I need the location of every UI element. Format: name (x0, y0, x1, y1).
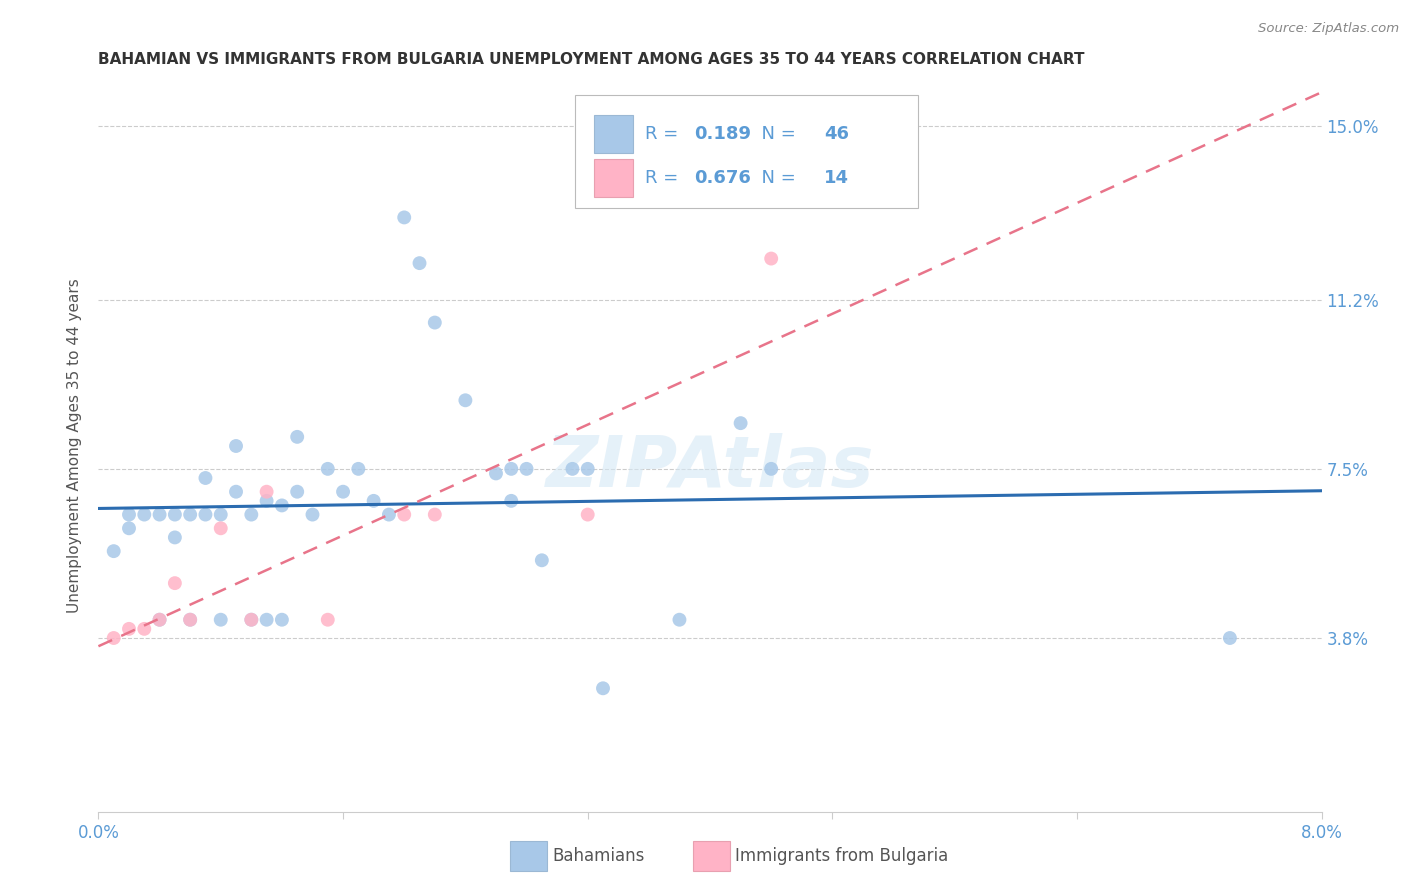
Point (592, 681, 614, 696)
Point (134, 622, 156, 636)
Text: R =: R = (645, 169, 685, 186)
Text: BAHAMIAN VS IMMIGRANTS FROM BULGARIA UNEMPLOYMENT AMONG AGES 35 TO 44 YEARS CORR: BAHAMIAN VS IMMIGRANTS FROM BULGARIA UNE… (98, 52, 1085, 67)
Point (225, 484, 247, 499)
Point (118, 508, 141, 522)
Point (103, 544, 125, 558)
Text: Source: ZipAtlas.com: Source: ZipAtlas.com (1258, 22, 1399, 36)
Point (179, 613, 201, 627)
Text: 0.676: 0.676 (695, 169, 751, 186)
Point (347, 462, 370, 476)
Point (516, 462, 538, 476)
Point (285, 484, 308, 499)
Point (103, 631, 125, 645)
Point (332, 484, 354, 499)
Point (194, 471, 217, 485)
Point (301, 508, 323, 522)
Text: Bahamians: Bahamians (553, 847, 645, 865)
Point (179, 508, 201, 522)
Point (240, 613, 263, 627)
Point (363, 494, 385, 508)
Point (285, 430, 308, 444)
Point (485, 467, 508, 481)
Point (668, 613, 690, 627)
Text: N =: N = (751, 169, 801, 186)
Point (576, 508, 599, 522)
Point (576, 462, 599, 476)
Point (316, 462, 339, 476)
FancyBboxPatch shape (593, 159, 633, 196)
Text: Immigrants from Bulgaria: Immigrants from Bulgaria (735, 847, 949, 865)
Point (149, 613, 172, 627)
Point (194, 508, 217, 522)
Point (1219, 631, 1241, 645)
Point (759, 252, 782, 266)
Point (423, 316, 446, 330)
FancyBboxPatch shape (593, 115, 633, 153)
Point (392, 211, 416, 225)
Text: 0.189: 0.189 (695, 125, 751, 143)
FancyBboxPatch shape (575, 95, 918, 209)
Point (209, 613, 232, 627)
Text: 14: 14 (824, 169, 849, 186)
Point (240, 508, 263, 522)
Point (256, 484, 278, 499)
Point (530, 553, 553, 567)
Point (163, 530, 186, 544)
Point (149, 613, 172, 627)
Point (240, 613, 263, 627)
Point (163, 576, 186, 591)
Text: N =: N = (751, 125, 801, 143)
Point (378, 508, 401, 522)
Point (256, 494, 278, 508)
Point (209, 521, 232, 535)
Point (730, 416, 752, 430)
Point (501, 494, 523, 508)
Point (423, 508, 446, 522)
Point (134, 508, 156, 522)
Point (163, 508, 186, 522)
Text: ZIPAtlas: ZIPAtlas (546, 434, 875, 502)
Point (256, 613, 278, 627)
Point (561, 462, 583, 476)
Point (501, 462, 523, 476)
Point (118, 622, 141, 636)
Point (316, 613, 339, 627)
Point (118, 521, 141, 535)
Point (179, 613, 201, 627)
Point (270, 499, 294, 513)
Point (270, 613, 294, 627)
Text: 46: 46 (824, 125, 849, 143)
Point (392, 508, 416, 522)
Point (759, 462, 782, 476)
Point (454, 393, 477, 408)
Point (408, 256, 430, 270)
Y-axis label: Unemployment Among Ages 35 to 44 years: Unemployment Among Ages 35 to 44 years (67, 278, 83, 614)
Point (149, 508, 172, 522)
Point (225, 439, 247, 453)
Text: R =: R = (645, 125, 685, 143)
Point (209, 508, 232, 522)
